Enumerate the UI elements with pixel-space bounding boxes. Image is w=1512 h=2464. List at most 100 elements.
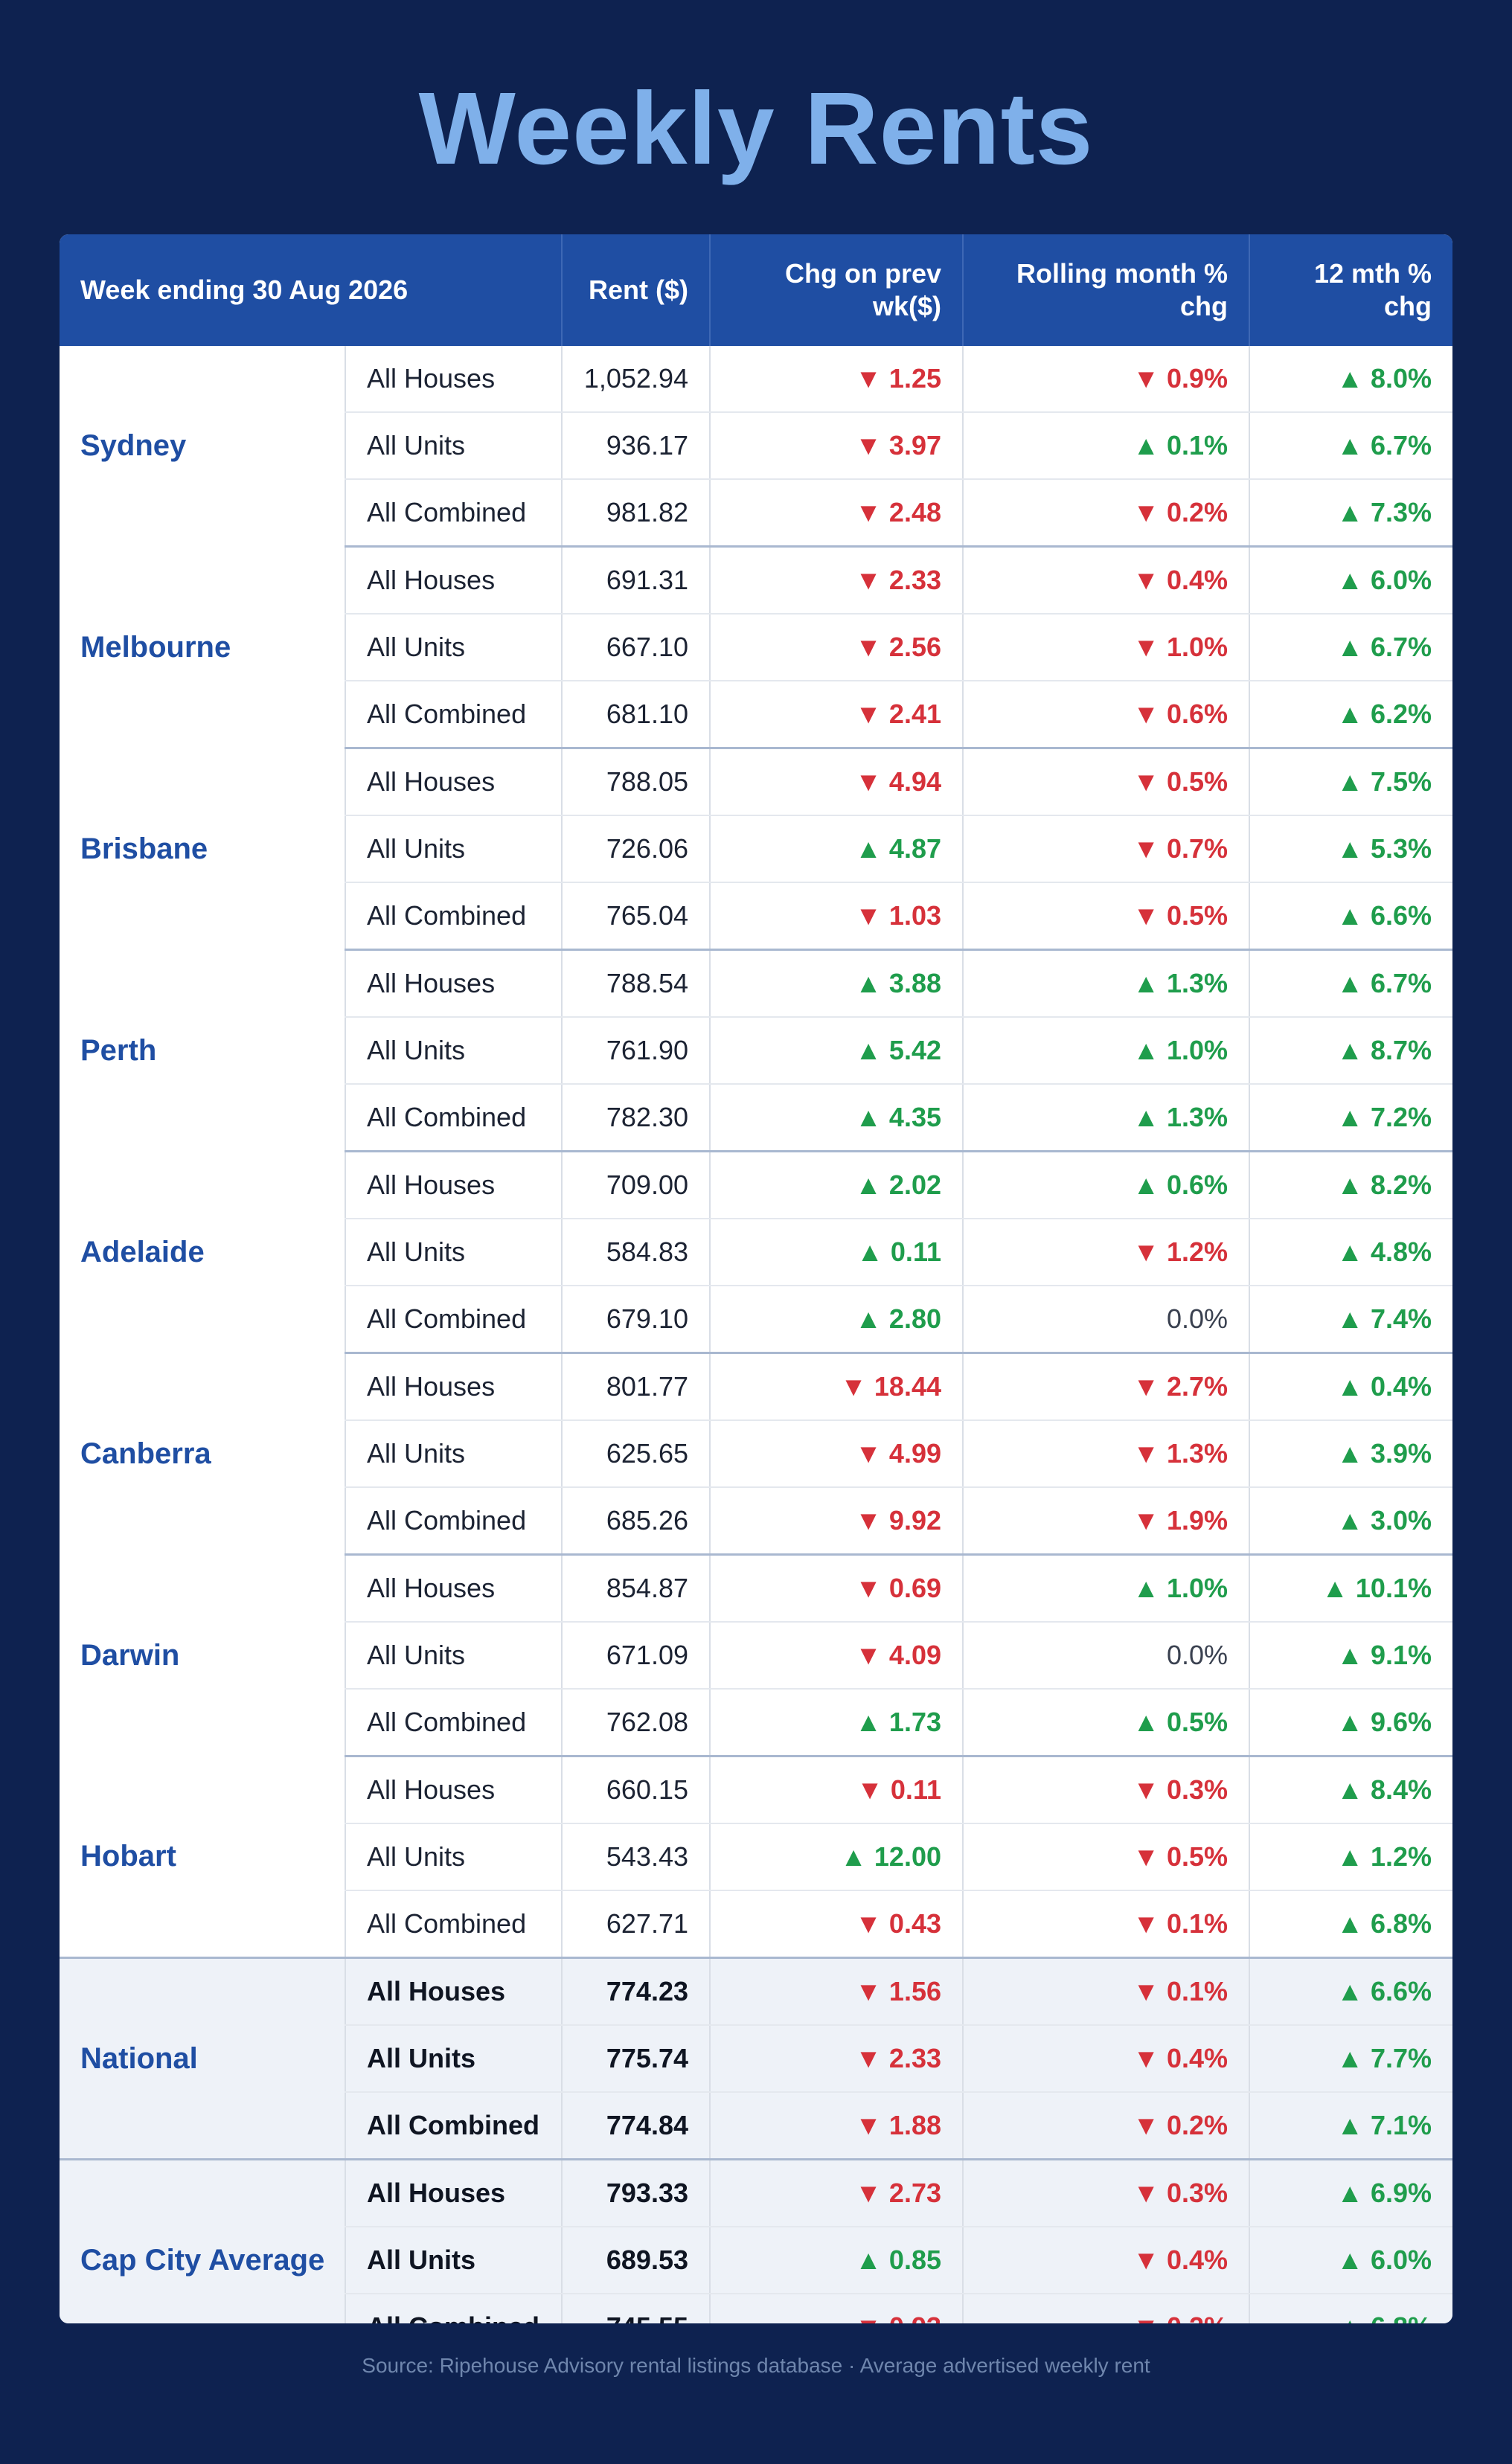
- rent-value-cell: 981.82: [561, 479, 710, 547]
- weekly-change-cell: ▲ 5.42: [709, 1017, 963, 1085]
- city-label: Cap City Average: [60, 2158, 345, 2323]
- annual-change-cell: ▲ 7.5%: [1249, 747, 1452, 816]
- table-row: All Units 761.90 ▲ 5.42 ▲ 1.0% ▲ 8.7%: [60, 1017, 1452, 1085]
- rent-value-cell: 774.23: [561, 1957, 710, 2026]
- monthly-change-cell: ▲ 1.3%: [962, 949, 1249, 1018]
- weekly-change-cell: ▼ 2.33: [709, 545, 963, 615]
- weekly-change-cell: ▲ 4.87: [709, 815, 963, 883]
- table-row: All Units 667.10 ▼ 2.56 ▼ 1.0% ▲ 6.7%: [60, 614, 1452, 681]
- annual-change-cell-value: ▲ 7.3%: [1336, 497, 1432, 527]
- annual-change-cell-value: ▲ 5.3%: [1336, 833, 1432, 864]
- header-week-ending: Week ending 30 Aug 2026: [60, 234, 562, 346]
- annual-change-cell-value: ▲ 3.0%: [1336, 1505, 1432, 1536]
- table-row: All Combined 679.10 ▲ 2.80 0.0% ▲ 7.4%: [60, 1286, 1452, 1353]
- monthly-change-cell: 0.0%: [962, 1622, 1249, 1690]
- property-type-cell: All Units: [345, 412, 562, 480]
- annual-change-cell: ▲ 6.8%: [1249, 1890, 1452, 1958]
- rent-value-cell: 681.10: [561, 681, 710, 748]
- rent-value-cell: 543.43: [561, 1823, 710, 1891]
- annual-change-cell-value: ▲ 6.7%: [1336, 632, 1432, 662]
- monthly-change-cell: ▲ 0.6%: [962, 1150, 1249, 1219]
- weekly-change-cell-value: ▼ 2.56: [855, 632, 941, 662]
- weekly-change-cell-value: ▲ 0.11: [856, 1236, 941, 1267]
- monthly-change-cell-value: ▼ 0.3%: [1133, 2178, 1228, 2208]
- monthly-change-cell-value: ▼ 0.4%: [1133, 565, 1228, 595]
- monthly-change-cell: ▼ 0.2%: [962, 2092, 1249, 2160]
- monthly-change-cell-value: ▼ 0.4%: [1133, 2043, 1228, 2073]
- rent-value-cell: 782.30: [561, 1084, 710, 1152]
- weekly-change-cell: ▼ 0.11: [709, 1755, 963, 1824]
- city-label: Melbourne: [80, 630, 231, 664]
- weekly-change-cell-value: ▲ 3.88: [855, 968, 941, 998]
- property-type-cell: All Combined: [345, 1084, 562, 1152]
- monthly-change-cell: ▼ 0.4%: [962, 545, 1249, 615]
- annual-change-cell: ▲ 10.1%: [1249, 1553, 1452, 1623]
- monthly-change-cell-value: ▲ 1.3%: [1133, 968, 1228, 998]
- annual-change-cell: ▲ 6.0%: [1249, 2227, 1452, 2294]
- property-type-cell: All Houses: [345, 1755, 562, 1824]
- rent-value-cell: 689.53: [561, 2227, 710, 2294]
- monthly-change-cell-value: ▼ 1.3%: [1133, 1438, 1228, 1469]
- annual-change-cell: ▲ 6.7%: [1249, 614, 1452, 681]
- weekly-change-cell: ▲ 2.02: [709, 1150, 963, 1219]
- annual-change-cell-value: ▲ 9.1%: [1336, 1640, 1432, 1670]
- annual-change-cell: ▲ 6.8%: [1249, 2294, 1452, 2323]
- monthly-change-cell-value: ▼ 0.7%: [1133, 833, 1228, 864]
- header-rolling-month: Rolling month % chg: [962, 234, 1249, 346]
- annual-change-cell-value: ▲ 7.7%: [1336, 2043, 1432, 2073]
- source-note: Source: Ripehouse Advisory rental listin…: [362, 2354, 1150, 2377]
- monthly-change-cell: ▼ 0.6%: [962, 681, 1249, 748]
- annual-change-cell-value: ▲ 6.0%: [1336, 2245, 1432, 2275]
- property-type-cell: All Houses: [345, 2158, 562, 2227]
- annual-change-cell: ▲ 9.6%: [1249, 1689, 1452, 1756]
- city-label: Darwin: [80, 1638, 180, 1672]
- annual-change-cell-value: ▲ 6.6%: [1336, 1976, 1432, 2006]
- monthly-change-cell: ▲ 0.1%: [962, 412, 1249, 480]
- city-label: Perth: [80, 1033, 157, 1067]
- annual-change-cell: ▲ 8.7%: [1249, 1017, 1452, 1085]
- table-row: Perth All Houses 788.54 ▲ 3.88 ▲ 1.3% ▲ 6.7%: [60, 949, 1452, 1067]
- property-type-cell: All Units: [345, 1823, 562, 1891]
- annual-change-cell: ▲ 8.0%: [1249, 346, 1452, 413]
- weekly-change-cell: ▼ 0.93: [709, 2294, 963, 2323]
- table-header-row: Week ending 30 Aug 2026 Rent ($) Chg on …: [60, 234, 1452, 346]
- annual-change-cell: ▲ 7.1%: [1249, 2092, 1452, 2160]
- monthly-change-cell: ▼ 2.7%: [962, 1352, 1249, 1421]
- monthly-change-cell-value: ▼ 0.2%: [1133, 2311, 1228, 2323]
- weekly-change-cell: ▼ 2.56: [709, 614, 963, 681]
- annual-change-cell-value: ▲ 8.0%: [1336, 363, 1432, 394]
- property-type-cell: All Combined: [345, 2294, 562, 2323]
- weekly-change-cell-value: ▼ 18.44: [840, 1371, 941, 1402]
- annual-change-cell-value: ▲ 8.4%: [1336, 1774, 1432, 1805]
- property-type-cell: All Houses: [345, 1957, 562, 2026]
- annual-change-cell: ▲ 3.9%: [1249, 1420, 1452, 1488]
- weekly-change-cell-value: ▼ 4.99: [855, 1438, 941, 1469]
- header-rent: Rent ($): [561, 234, 710, 346]
- rent-value-cell: 765.04: [561, 882, 710, 950]
- table-row: All Combined 774.84 ▼ 1.88 ▼ 0.2% ▲ 7.1%: [60, 2092, 1452, 2160]
- rent-value-cell: 625.65: [561, 1420, 710, 1488]
- weekly-change-cell-value: ▼ 4.09: [855, 1640, 941, 1670]
- property-type-cell: All Combined: [345, 1286, 562, 1353]
- annual-change-cell: ▲ 3.0%: [1249, 1487, 1452, 1555]
- weekly-change-cell-value: ▼ 0.69: [855, 1573, 941, 1603]
- annual-change-cell: ▲ 6.7%: [1249, 412, 1452, 480]
- monthly-change-cell-value: ▼ 1.9%: [1133, 1505, 1228, 1536]
- table-row: Hobart All Houses 660.15 ▼ 0.11 ▼ 0.3% ▲ 8.4%: [60, 1755, 1452, 1873]
- weekly-change-cell: ▼ 1.03: [709, 882, 963, 950]
- weekly-change-cell: ▲ 0.11: [709, 1219, 963, 1286]
- table-row: All Units 584.83 ▲ 0.11 ▼ 1.2% ▲ 4.8%: [60, 1219, 1452, 1286]
- weekly-change-cell-value: ▼ 1.03: [855, 900, 941, 931]
- annual-change-cell-value: ▲ 6.6%: [1336, 900, 1432, 931]
- weekly-change-cell-value: ▼ 0.43: [855, 1908, 941, 1939]
- rent-value-cell: 774.84: [561, 2092, 710, 2160]
- property-type-cell: All Houses: [345, 1553, 562, 1623]
- monthly-change-cell: ▼ 0.5%: [962, 1823, 1249, 1891]
- monthly-change-cell-value: ▼ 1.0%: [1133, 632, 1228, 662]
- rent-value-cell: 691.31: [561, 545, 710, 615]
- weekly-change-cell-value: ▼ 2.48: [855, 497, 941, 527]
- annual-change-cell-value: ▲ 1.2%: [1336, 1841, 1432, 1872]
- weekly-change-cell: ▼ 0.69: [709, 1553, 963, 1623]
- annual-change-cell: ▲ 0.4%: [1249, 1352, 1452, 1421]
- monthly-change-cell: ▲ 1.3%: [962, 1084, 1249, 1152]
